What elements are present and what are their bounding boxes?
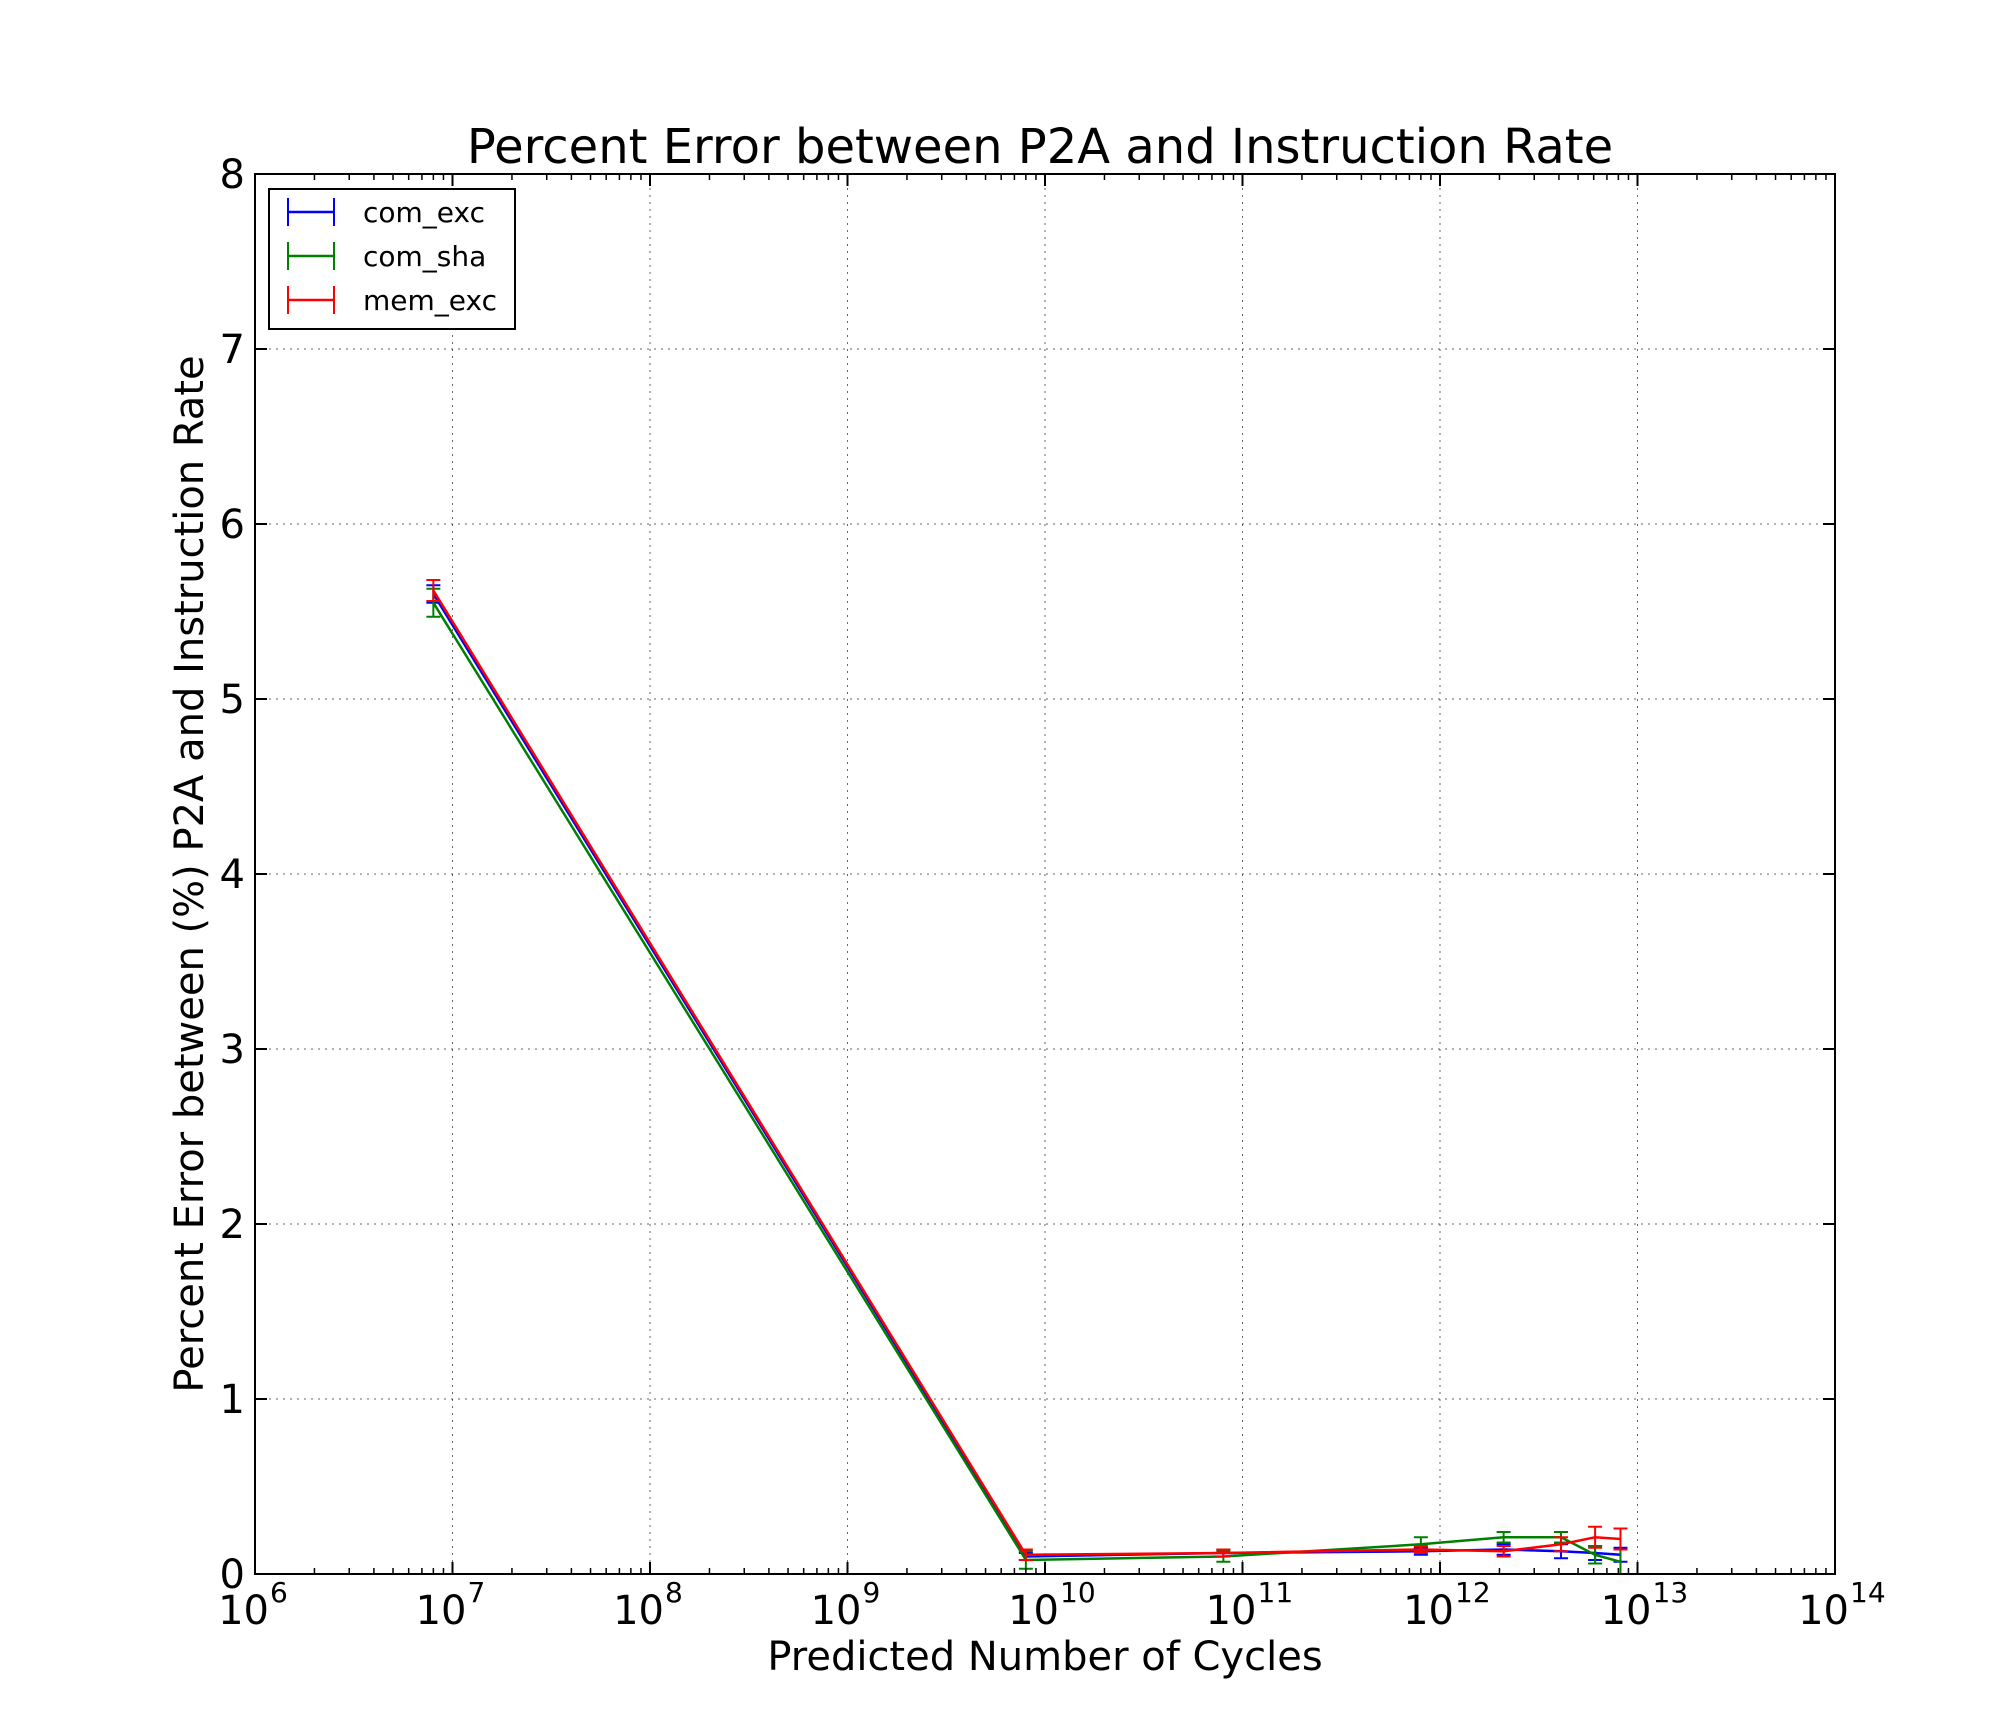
x-tick-base: 10 bbox=[1403, 1588, 1454, 1634]
y-tick-label: 2 bbox=[220, 1202, 245, 1248]
error-bar bbox=[1588, 1525, 1603, 1549]
y-tick-label: 7 bbox=[220, 327, 245, 373]
y-tick-label: 1 bbox=[220, 1377, 245, 1423]
x-tick-exponent: 6 bbox=[270, 1576, 288, 1609]
series-line bbox=[432, 589, 1621, 1557]
legend-entry-mem_exc: mem_exc bbox=[287, 284, 497, 317]
x-tick-label: 10 12 bbox=[1403, 1576, 1491, 1634]
series-layer bbox=[426, 579, 1628, 1575]
y-tick-label: 6 bbox=[220, 502, 245, 548]
error-bar bbox=[426, 579, 441, 602]
legend-label: com_sha bbox=[363, 240, 486, 273]
error-bar bbox=[1018, 1548, 1033, 1561]
x-tick-exponent: 7 bbox=[468, 1576, 486, 1609]
legend: com_exc com_sha mem_exc bbox=[268, 188, 516, 330]
x-tick-label: 10 14 bbox=[1798, 1576, 1886, 1634]
axis-ticks: 10 6 10 7 10 8 10 9 10 10 10 11 10 12 10 13 10 1401234567… bbox=[218, 152, 1886, 1634]
y-tick-label: 8 bbox=[220, 152, 245, 198]
error-bar bbox=[1216, 1548, 1231, 1558]
y-tick-label: 4 bbox=[220, 852, 245, 898]
error-bar bbox=[1554, 1536, 1569, 1553]
error-bar bbox=[1613, 1527, 1628, 1551]
x-tick-base: 10 bbox=[811, 1588, 862, 1634]
x-tick-base: 10 bbox=[416, 1588, 467, 1634]
y-tick-label: 0 bbox=[220, 1552, 245, 1598]
grid-lines bbox=[255, 174, 1835, 1574]
y-tick-label: 5 bbox=[220, 677, 245, 723]
chart-title: Percent Error between P2A and Instructio… bbox=[467, 119, 1613, 175]
x-tick-label: 10 9 bbox=[811, 1576, 881, 1634]
x-tick-base: 10 bbox=[613, 1588, 664, 1634]
x-tick-base: 10 bbox=[1798, 1588, 1849, 1634]
x-tick-exponent: 8 bbox=[665, 1576, 683, 1609]
x-axis-label: Predicted Number of Cycles bbox=[767, 1634, 1322, 1680]
series-com_sha bbox=[426, 587, 1628, 1575]
x-tick-exponent: 13 bbox=[1653, 1576, 1689, 1609]
x-tick-exponent: 9 bbox=[863, 1576, 881, 1609]
x-tick-label: 10 10 bbox=[1008, 1576, 1096, 1634]
x-tick-base: 10 bbox=[1601, 1588, 1652, 1634]
x-tick-exponent: 11 bbox=[1258, 1576, 1294, 1609]
legend-label: com_exc bbox=[363, 196, 485, 229]
x-tick-label: 10 8 bbox=[613, 1576, 683, 1634]
y-tick-label: 3 bbox=[220, 1027, 245, 1073]
error-bar bbox=[1496, 1531, 1511, 1544]
x-tick-label: 10 13 bbox=[1601, 1576, 1689, 1634]
x-tick-base: 10 bbox=[1008, 1588, 1059, 1634]
series-line bbox=[432, 602, 1621, 1564]
x-tick-label: 10 11 bbox=[1206, 1576, 1294, 1634]
legend-entry-com_sha: com_sha bbox=[287, 240, 486, 273]
x-tick-base: 10 bbox=[218, 1588, 269, 1634]
x-tick-exponent: 10 bbox=[1060, 1576, 1096, 1609]
x-tick-base: 10 bbox=[1206, 1588, 1257, 1634]
series-mem_exc bbox=[426, 579, 1628, 1561]
error-bar bbox=[1496, 1545, 1511, 1558]
legend-label: mem_exc bbox=[363, 284, 497, 317]
x-tick-exponent: 12 bbox=[1455, 1576, 1491, 1609]
x-tick-label: 10 6 bbox=[218, 1576, 288, 1634]
legend-entry-com_exc: com_exc bbox=[287, 196, 485, 229]
y-axis-label: Percent Error between (%) P2A and Instru… bbox=[167, 355, 213, 1392]
x-tick-label: 10 7 bbox=[416, 1576, 486, 1634]
x-tick-exponent: 14 bbox=[1850, 1576, 1886, 1609]
error-bar bbox=[1413, 1545, 1428, 1554]
